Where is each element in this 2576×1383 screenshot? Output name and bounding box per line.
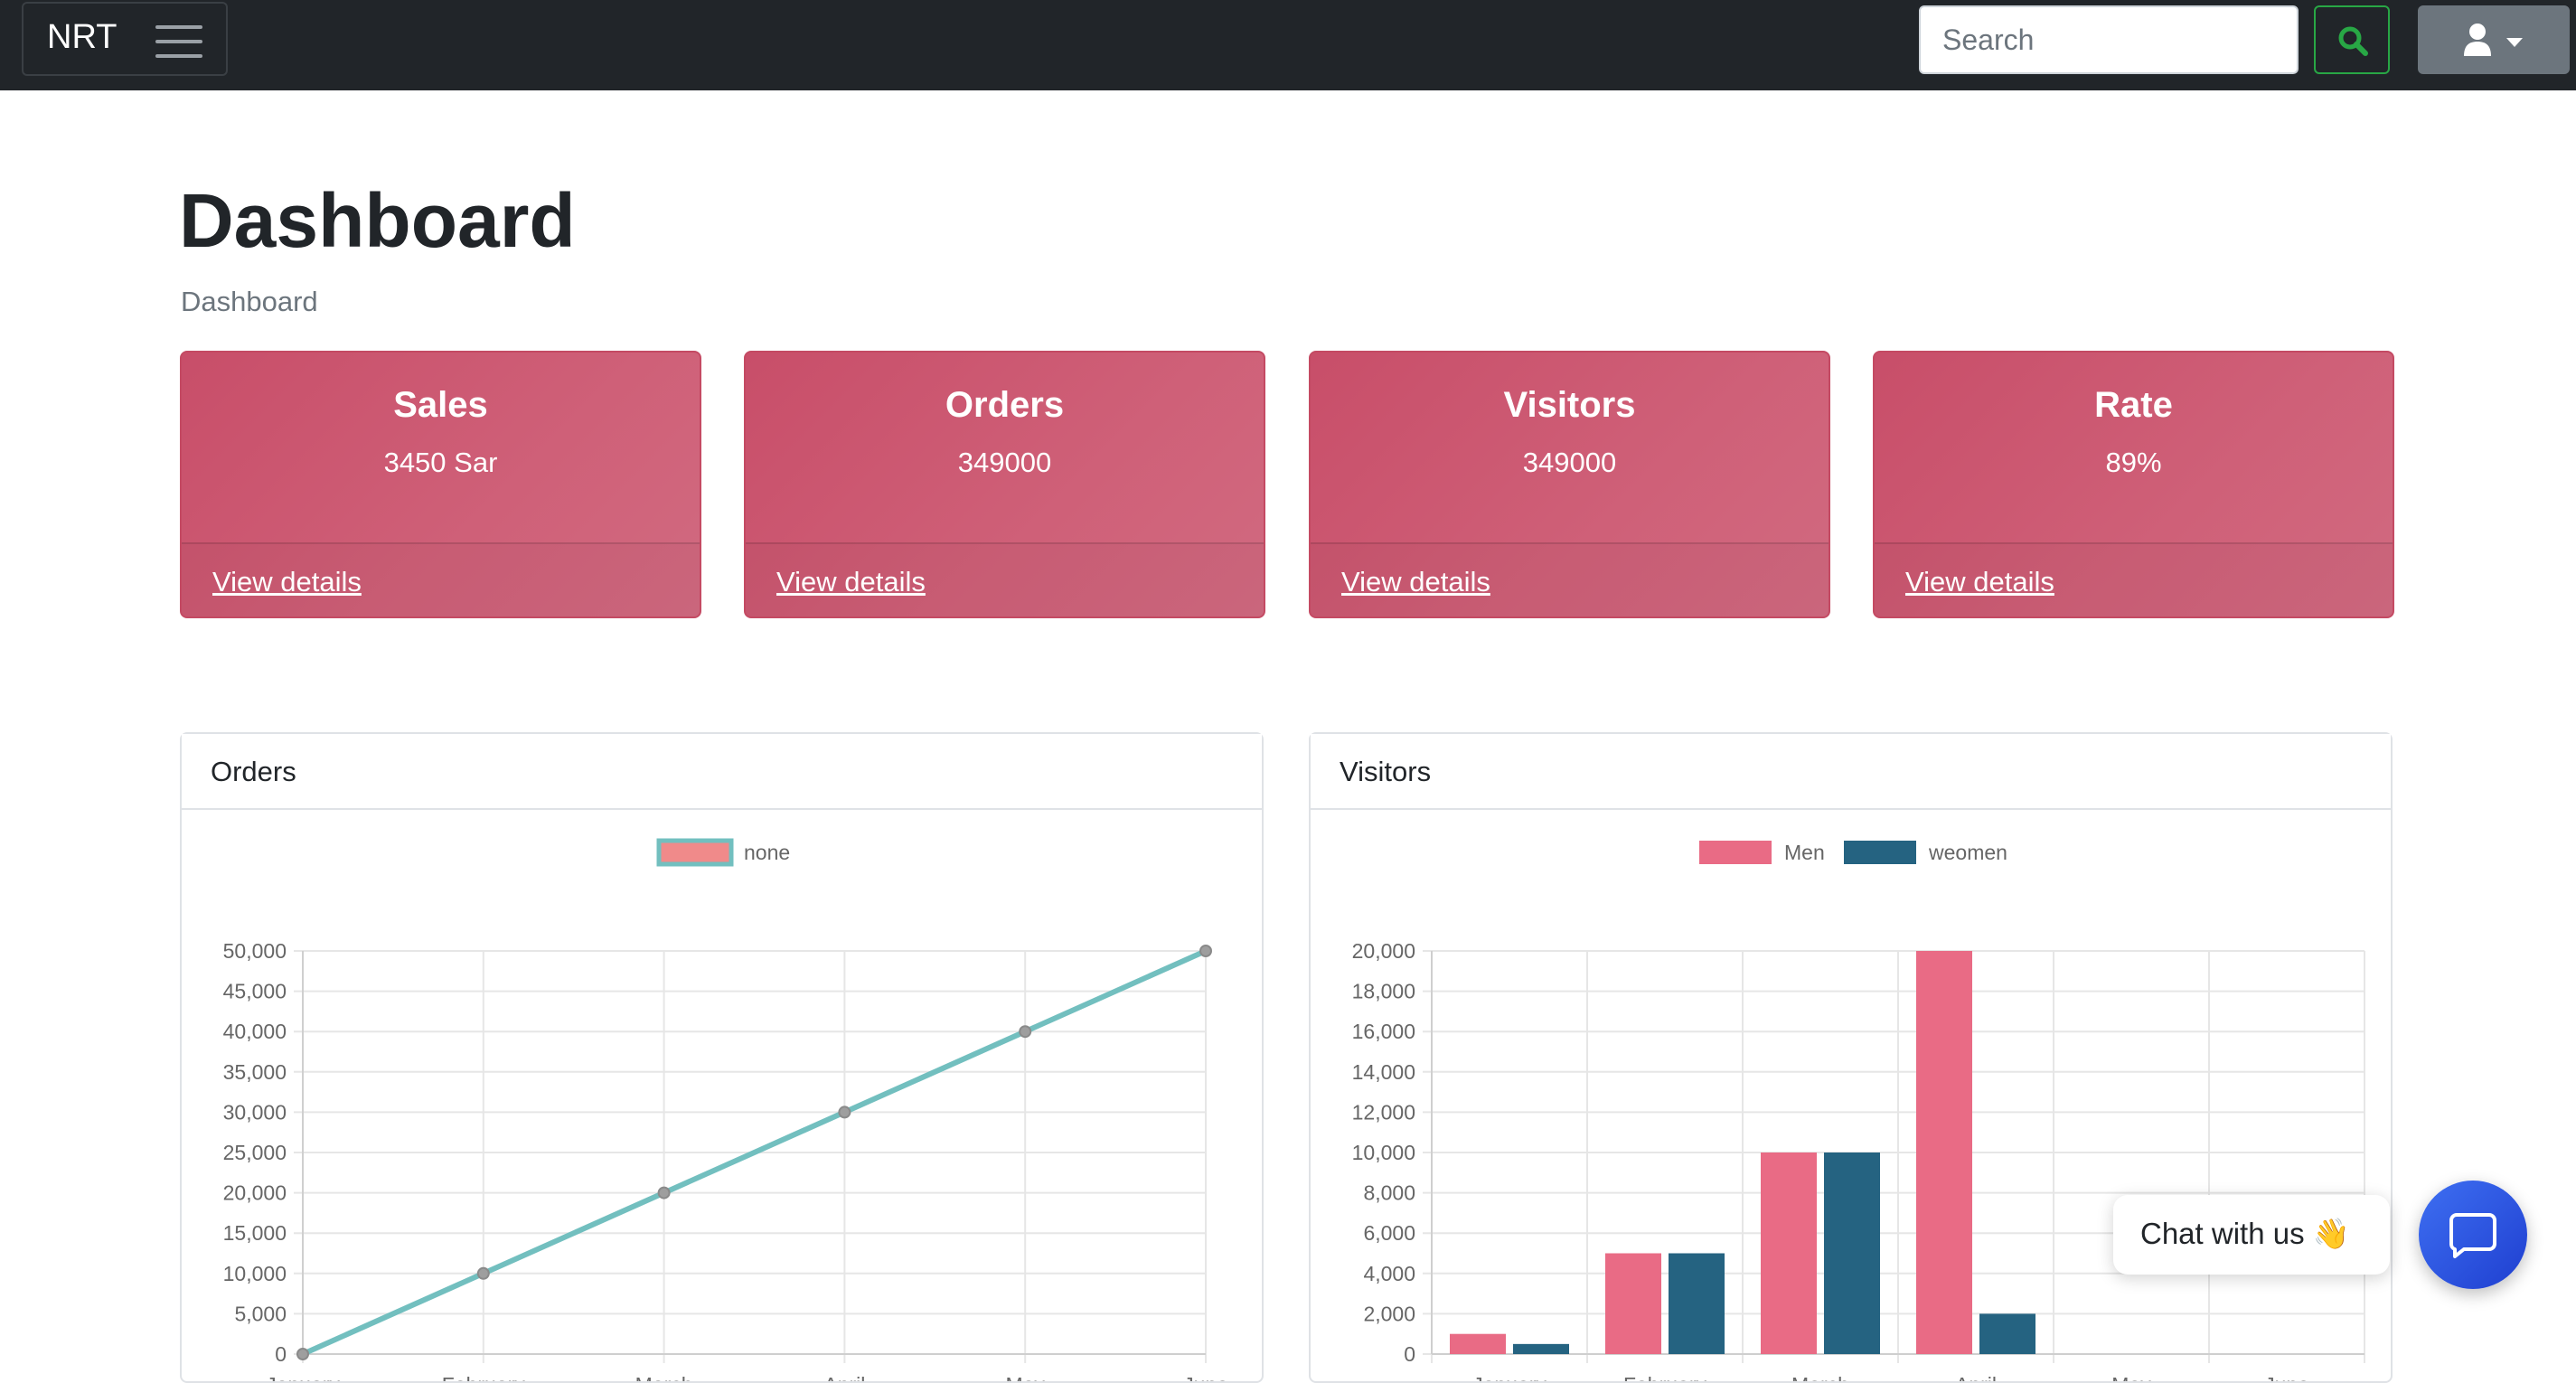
legend-swatch <box>656 838 734 867</box>
brand-logo[interactable]: NRT <box>47 18 118 56</box>
legend-label: weomen <box>1928 841 2007 864</box>
stat-value: 349000 <box>1522 447 1617 478</box>
y-tick-label: 50,000 <box>223 939 287 963</box>
view-details-link[interactable]: View details <box>776 566 926 597</box>
stat-card-orders: Orders 349000 View details <box>744 351 1265 618</box>
bar-women <box>1513 1343 1569 1354</box>
bar-women <box>1824 1152 1880 1354</box>
data-point <box>1199 945 1212 957</box>
stat-footer: View details <box>1311 542 1829 616</box>
x-tick-label: May <box>1005 1373 1045 1381</box>
y-tick-label: 30,000 <box>223 1100 287 1124</box>
legend-swatch <box>1844 841 1916 864</box>
breadcrumb: Dashboard <box>181 286 318 317</box>
y-tick-label: 12,000 <box>1352 1100 1415 1124</box>
x-tick-label: February <box>442 1373 526 1381</box>
y-tick-label: 16,000 <box>1352 1020 1415 1043</box>
view-details-link[interactable]: View details <box>1341 566 1490 597</box>
page-title: Dashboard <box>179 178 576 263</box>
stat-footer: View details <box>746 542 1264 616</box>
y-tick-label: 15,000 <box>223 1221 287 1245</box>
visitors-chart-card: Visitors 20,000 18,000 16,000 14,000 12,000 1… <box>1309 732 2393 1383</box>
x-tick-label: March <box>1791 1373 1849 1381</box>
chart-card-header: Orders <box>182 734 1262 810</box>
data-point <box>838 1105 851 1119</box>
stat-footer: View details <box>1875 542 2393 616</box>
user-menu-button[interactable] <box>2418 5 2570 74</box>
x-tick-label: June <box>2264 1373 2309 1381</box>
bar-men <box>1761 1152 1817 1354</box>
orders-chart-card: Orders 50,000 45,000 40,000 35,000 30,000 25,… <box>180 732 1264 1383</box>
stat-card-sales: Sales 3450 Sar View details <box>180 351 701 618</box>
stat-footer: View details <box>182 542 700 616</box>
y-tick-label: 20,000 <box>1352 939 1415 963</box>
bar-women <box>1979 1313 2035 1354</box>
x-tick-label: April <box>1955 1373 1997 1381</box>
y-tick-label: 10,000 <box>223 1262 287 1285</box>
x-tick-label: March <box>635 1373 693 1381</box>
legend-label: none <box>744 841 790 864</box>
y-tick-label: 4,000 <box>1363 1262 1415 1285</box>
top-navbar: NRT <box>0 0 2576 90</box>
chevron-down-icon <box>2506 38 2523 47</box>
search-button[interactable] <box>2314 5 2390 74</box>
x-tick-label: January <box>266 1373 340 1381</box>
y-tick-label: 10,000 <box>1352 1141 1415 1164</box>
user-icon <box>2464 24 2491 56</box>
data-point <box>476 1266 490 1280</box>
stat-value: 349000 <box>957 447 1052 478</box>
series-line <box>301 948 1208 1357</box>
y-tick-label: 2,000 <box>1363 1302 1415 1325</box>
bar-men <box>1450 1333 1506 1354</box>
legend-swatch <box>1699 841 1772 864</box>
stat-title: Orders <box>945 385 1065 425</box>
stat-value: 3450 Sar <box>383 447 498 478</box>
y-tick-label: 18,000 <box>1352 980 1415 1003</box>
legend-label: Men <box>1784 841 1825 864</box>
view-details-link[interactable]: View details <box>1905 566 2054 597</box>
y-tick-label: 8,000 <box>1363 1181 1415 1205</box>
chart-card-title: Visitors <box>1340 756 1432 787</box>
chart-card-header: Visitors <box>1311 734 2391 810</box>
y-tick-label: 5,000 <box>234 1302 287 1325</box>
chart-card-title: Orders <box>211 756 296 787</box>
menu-toggle-icon[interactable] <box>155 24 202 60</box>
x-tick-label: June <box>1183 1373 1228 1381</box>
bar-men <box>1916 951 1972 1354</box>
view-details-link[interactable]: View details <box>212 566 362 597</box>
y-tick-label: 20,000 <box>223 1181 287 1205</box>
stat-title: Rate <box>2094 385 2173 425</box>
y-tick-label: 45,000 <box>223 980 287 1003</box>
search-icon <box>2338 26 2368 56</box>
data-point <box>1019 1025 1032 1039</box>
x-tick-label: May <box>2111 1373 2151 1381</box>
y-tick-label: 40,000 <box>223 1020 287 1043</box>
search-input[interactable] <box>1919 5 2299 74</box>
x-tick-label: April <box>823 1373 865 1381</box>
y-tick-label: 25,000 <box>223 1141 287 1164</box>
x-tick-label: February <box>1623 1373 1707 1381</box>
orders-line-chart: 50,000 45,000 40,000 35,000 30,000 25,000 20,0… <box>223 838 1228 1381</box>
bar-men <box>1605 1253 1661 1354</box>
stat-value: 89% <box>2105 447 2162 478</box>
y-tick-label: 35,000 <box>223 1060 287 1084</box>
stat-title: Visitors <box>1503 385 1636 425</box>
chat-launcher-button[interactable] <box>2419 1181 2527 1289</box>
chat-icon <box>2449 1213 2496 1258</box>
bar-women <box>1669 1253 1725 1354</box>
stat-card-rate: Rate 89% View details <box>1873 351 2394 618</box>
y-tick-label: 0 <box>1404 1342 1415 1366</box>
x-tick-label: January <box>1472 1373 1547 1381</box>
y-tick-label: 0 <box>275 1342 287 1366</box>
stat-card-visitors: Visitors 349000 View details <box>1309 351 1830 618</box>
visitors-bar-chart: 20,000 18,000 16,000 14,000 12,000 10,000 8,00… <box>1352 841 2365 1381</box>
chat-prompt-text: Chat with us 👋 <box>2140 1217 2350 1250</box>
brand-container: NRT <box>22 2 228 76</box>
stat-title: Sales <box>393 385 488 425</box>
y-tick-label: 6,000 <box>1363 1221 1415 1245</box>
y-tick-label: 14,000 <box>1352 1060 1415 1084</box>
chat-prompt-bubble[interactable]: Chat with us 👋 <box>2113 1195 2390 1275</box>
data-point <box>296 1348 309 1360</box>
data-point <box>657 1186 671 1200</box>
